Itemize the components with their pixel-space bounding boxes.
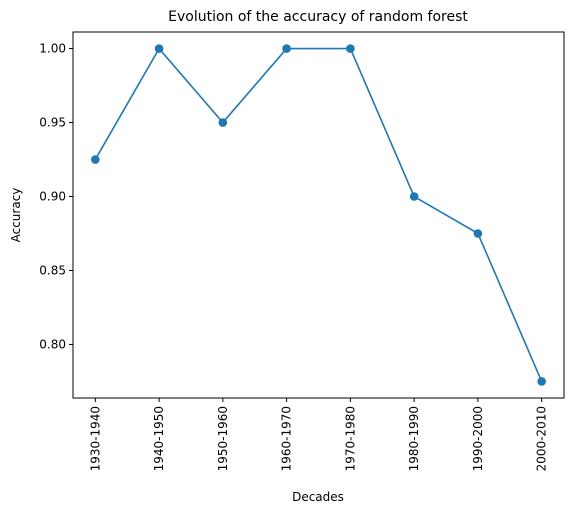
y-tick-label: 0.90: [39, 190, 66, 204]
y-axis: 0.80 0.85 0.90 0.95 1.00: [39, 42, 73, 351]
x-tick-label: 1970-1980: [343, 406, 357, 471]
data-point: [154, 44, 164, 53]
y-tick-label: 1.00: [39, 42, 66, 56]
series-accuracy: [91, 44, 546, 386]
data-point: [473, 229, 483, 238]
chart-title: Evolution of the accuracy of random fore…: [168, 9, 468, 25]
x-tick-label: 1980-1990: [407, 406, 421, 471]
data-point: [346, 44, 355, 53]
x-axis-label: Decades: [292, 490, 344, 504]
x-axis: 1930-1940 1940-1950 1950-1960 1960-1970 1970…: [88, 398, 549, 471]
data-point: [91, 155, 100, 164]
y-axis-label: Accuracy: [9, 188, 23, 243]
x-tick-label: 1960-1970: [280, 406, 294, 471]
data-point: [537, 377, 546, 386]
y-tick-label: 0.85: [39, 263, 66, 277]
plot-area: [72, 31, 565, 399]
x-tick-label: 1940-1950: [152, 406, 166, 471]
data-point: [218, 118, 228, 127]
y-tick-label: 0.95: [39, 116, 66, 130]
data-point: [282, 44, 291, 53]
y-tick-label: 0.80: [39, 337, 66, 351]
x-tick-label: 1950-1960: [216, 406, 230, 471]
x-tick-label: 2000-2010: [535, 406, 549, 471]
data-point: [409, 192, 419, 201]
x-tick-label: 1990-2000: [471, 406, 485, 471]
x-tick-label: 1930-1940: [88, 406, 102, 471]
series-line: [94, 47, 543, 382]
